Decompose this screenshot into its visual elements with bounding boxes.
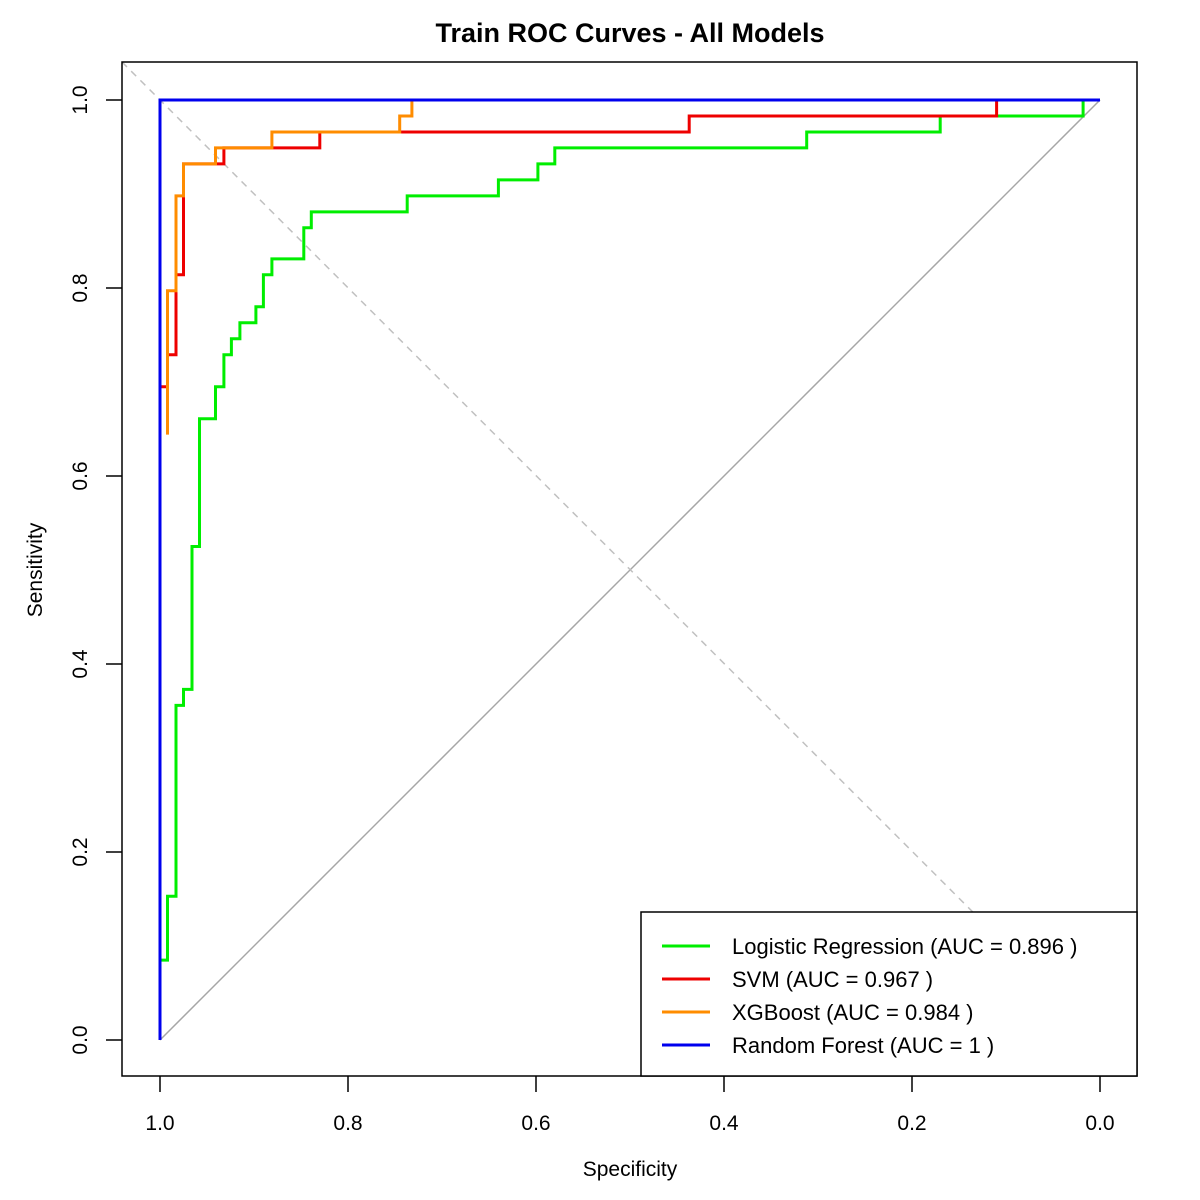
y-tick-label: 0.4 — [69, 649, 92, 679]
series-line-4 — [158, 98, 1100, 1040]
y-tick-label: 0.0 — [69, 1025, 92, 1054]
series-layer — [158, 98, 1100, 1040]
x-tick-label: 0.4 — [709, 1112, 739, 1135]
x-tick-label: 0.2 — [897, 1112, 926, 1135]
legend-entry: SVM (AUC = 0.967 ) — [732, 967, 933, 992]
series-line-3 — [166, 98, 1100, 435]
legend-entry: Random Forest (AUC = 1 ) — [732, 1033, 994, 1058]
series-line-1 — [158, 98, 1100, 1040]
legend-entry: Logistic Regression (AUC = 0.896 ) — [732, 934, 1077, 959]
legend: Logistic Regression (AUC = 0.896 ) SVM (A… — [640, 911, 1138, 1077]
x-tick-label: 0.6 — [521, 1112, 550, 1135]
x-axis-label: Specificity — [583, 1158, 678, 1181]
legend-entry: XGBoost (AUC = 0.984 ) — [732, 1000, 974, 1025]
y-axis-label: Sensitivity — [24, 522, 47, 617]
plot-box-diagonal — [121, 61, 1138, 1077]
x-tick-label: 0.0 — [1085, 1112, 1114, 1135]
y-tick-label: 0.2 — [69, 837, 92, 866]
x-tick-label: 1.0 — [145, 1112, 174, 1135]
chart-title: Train ROC Curves - All Models — [435, 18, 824, 48]
plot-frame — [121, 61, 1138, 1077]
y-tick-label: 0.6 — [69, 461, 92, 490]
y-tick-label: 0.8 — [69, 273, 92, 302]
axis-ticks: 1.0 0.8 0.6 0.4 0.2 0.0 0.0 0.2 0.4 0.6 0.8 1.0 — [69, 85, 1115, 1135]
x-tick-label: 0.8 — [333, 1112, 362, 1135]
legend-box — [640, 911, 1138, 1077]
series-line-2 — [160, 98, 1100, 389]
y-tick-label: 1.0 — [69, 85, 92, 114]
